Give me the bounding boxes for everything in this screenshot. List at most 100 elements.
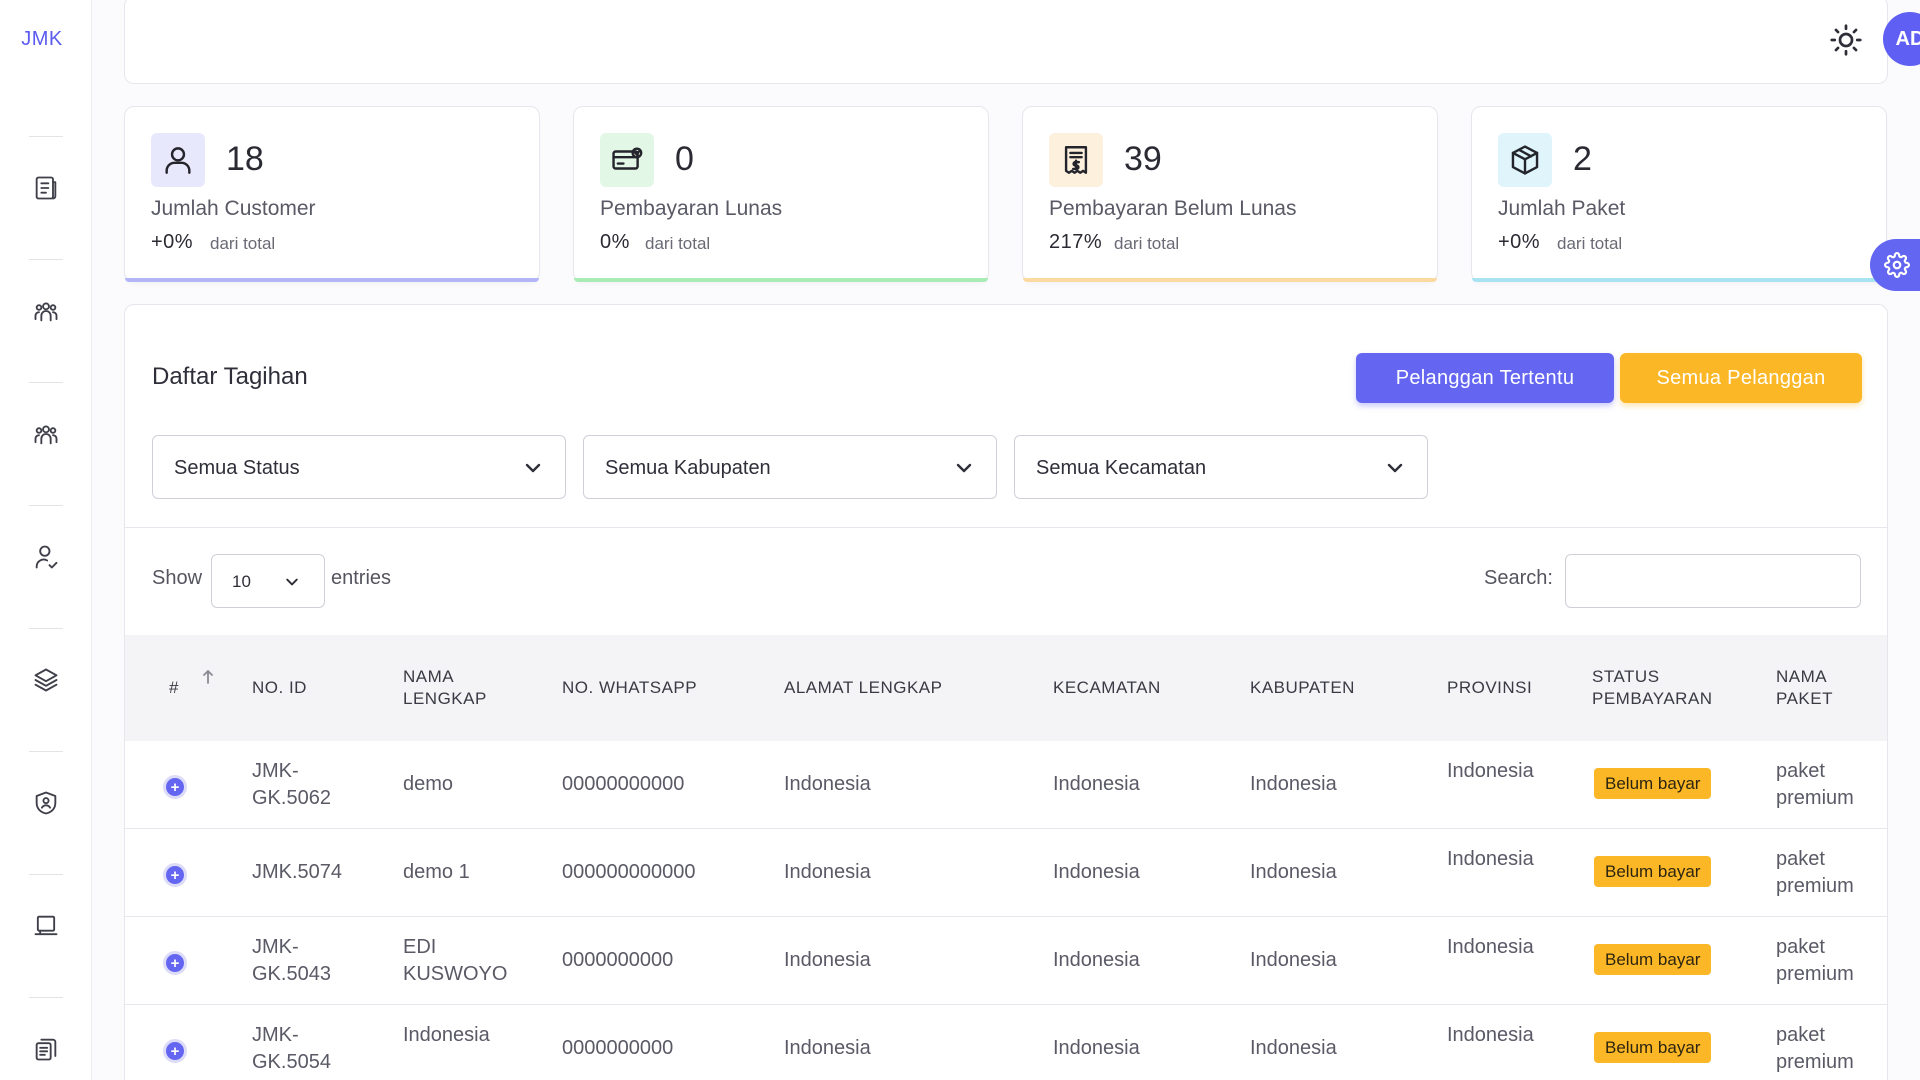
show-label: Show xyxy=(152,567,203,589)
header-package[interactable]: NAMA PAKET xyxy=(1776,666,1833,710)
cell-line: JMK- xyxy=(252,1024,299,1046)
cell-id: JMK.5074 xyxy=(252,861,343,883)
documents-copy-icon[interactable] xyxy=(29,1032,63,1066)
sidebar-divider xyxy=(29,874,63,875)
status-filter-select[interactable]: Semua Status xyxy=(152,435,566,499)
cell-line: JMK- xyxy=(252,760,299,782)
cell-name: Indonesia xyxy=(403,1024,490,1046)
cell-id: JMK- GK.5054 xyxy=(252,1022,331,1076)
cell-line: GK.5062 xyxy=(252,787,331,809)
cell-package: paket premium xyxy=(1776,758,1854,812)
cell-whatsapp: 0000000000 xyxy=(562,949,674,971)
expand-row-icon[interactable]: + xyxy=(163,775,187,799)
user-icon xyxy=(151,133,205,187)
users-group-alt-icon[interactable] xyxy=(29,417,63,451)
expand-row-icon[interactable]: + xyxy=(163,863,187,887)
specific-customer-button[interactable]: Pelanggan Tertentu xyxy=(1356,353,1614,403)
cell-line: KUSWOYO xyxy=(403,963,508,985)
sidebar-divider xyxy=(29,259,63,260)
sun-icon[interactable] xyxy=(1828,22,1864,58)
header-index[interactable]: # xyxy=(169,678,179,697)
status-badge: Belum bayar xyxy=(1594,856,1712,887)
stat-card-unpaid: 39 Pembayaran Belum Lunas 217% dari tota… xyxy=(1022,106,1438,282)
sidebar-divider xyxy=(29,751,63,752)
table-header: # NO. ID NAMA LENGKAP NO. WHATSAPP ALAMA… xyxy=(125,635,1887,741)
app-logo[interactable]: JMK xyxy=(21,28,63,50)
sidebar-divider xyxy=(29,505,63,506)
settings-button[interactable] xyxy=(1870,239,1920,291)
header-status[interactable]: STATUS PEMBAYARAN xyxy=(1592,666,1713,710)
search-input[interactable] xyxy=(1565,554,1861,608)
search-label: Search: xyxy=(1484,567,1553,589)
table-row[interactable]: + JMK- GK.5043 EDI KUSWOYO 0000000000 In… xyxy=(125,917,1887,1005)
stat-subtext: dari total xyxy=(645,234,711,253)
header-line: NAMA xyxy=(403,667,455,686)
expand-row-icon[interactable]: + xyxy=(163,1039,187,1063)
cell-line: paket xyxy=(1776,936,1825,958)
cell-whatsapp: 0000000000 xyxy=(562,1037,674,1059)
cell-provinsi: Indonesia xyxy=(1447,1024,1534,1046)
stat-accent-bar xyxy=(125,278,539,282)
cell-kecamatan: Indonesia xyxy=(1053,773,1140,795)
stat-value: 2 xyxy=(1573,140,1592,178)
cell-kabupaten: Indonesia xyxy=(1250,773,1337,795)
credit-card-icon xyxy=(600,133,654,187)
cell-provinsi: Indonesia xyxy=(1447,848,1534,870)
cell-id: JMK- GK.5062 xyxy=(252,758,331,812)
stat-accent-bar xyxy=(1472,278,1886,282)
stat-value: 39 xyxy=(1124,140,1162,178)
chevron-down-icon xyxy=(286,578,298,586)
stat-subtext: dari total xyxy=(1114,234,1180,253)
header-provinsi[interactable]: PROVINSI xyxy=(1447,678,1533,697)
cell-name: EDI KUSWOYO xyxy=(403,934,507,988)
cell-line: paket xyxy=(1776,848,1825,870)
header-whatsapp[interactable]: NO. WHATSAPP xyxy=(562,678,698,697)
stat-subtext: dari total xyxy=(1557,234,1623,253)
cell-kabupaten: Indonesia xyxy=(1250,949,1337,971)
document-list-icon[interactable] xyxy=(29,171,63,205)
kecamatan-filter-select[interactable]: Semua Kecamatan xyxy=(1014,435,1428,499)
laptop-icon[interactable] xyxy=(29,909,63,943)
select-value: Semua Status xyxy=(174,457,300,479)
user-check-icon[interactable] xyxy=(29,540,63,574)
cell-kabupaten: Indonesia xyxy=(1250,861,1337,883)
all-customers-button[interactable]: Semua Pelanggan xyxy=(1620,353,1862,403)
stat-value: 18 xyxy=(226,140,264,178)
stat-percentage: 0% xyxy=(600,231,630,253)
cell-package: paket premium xyxy=(1776,846,1854,900)
sidebar-divider xyxy=(29,997,63,998)
stat-percentage: +0% xyxy=(151,231,194,253)
cell-name: demo 1 xyxy=(403,861,470,883)
page-length-select[interactable]: 10 xyxy=(211,554,325,608)
cell-line: EDI xyxy=(403,936,437,958)
header-id[interactable]: NO. ID xyxy=(252,678,307,697)
cell-line: JMK- xyxy=(252,936,299,958)
header-name[interactable]: NAMA LENGKAP xyxy=(403,666,487,710)
kabupaten-filter-select[interactable]: Semua Kabupaten xyxy=(583,435,997,499)
cell-kecamatan: Indonesia xyxy=(1053,1037,1140,1059)
gear-icon xyxy=(1884,252,1910,278)
layers-icon[interactable] xyxy=(29,663,63,697)
cell-address: Indonesia xyxy=(784,949,871,971)
page-length-value: 10 xyxy=(232,572,251,591)
receipt-icon xyxy=(1049,133,1103,187)
cell-kabupaten: Indonesia xyxy=(1250,1037,1337,1059)
cell-line: paket xyxy=(1776,760,1825,782)
shield-user-icon[interactable] xyxy=(29,786,63,820)
chevron-down-icon xyxy=(956,463,972,473)
header-kecamatan[interactable]: KECAMATAN xyxy=(1053,678,1161,697)
header-line: LENGKAP xyxy=(403,689,487,708)
cell-line: premium xyxy=(1776,963,1854,985)
table-row[interactable]: + JMK- GK.5054 Indonesia 0000000000 Indo… xyxy=(125,1005,1887,1080)
header-kabupaten[interactable]: KABUPATEN xyxy=(1250,678,1355,697)
divider xyxy=(125,527,1887,528)
table-row[interactable]: + JMK- GK.5062 demo 00000000000 Indonesi… xyxy=(125,741,1887,829)
users-group-icon[interactable] xyxy=(29,294,63,328)
header-address[interactable]: ALAMAT LENGKAP xyxy=(784,678,943,697)
expand-row-icon[interactable]: + xyxy=(163,951,187,975)
table-row[interactable]: + JMK.5074 demo 1 000000000000 Indonesia… xyxy=(125,829,1887,917)
sort-up-icon[interactable] xyxy=(200,669,216,685)
status-badge: Belum bayar xyxy=(1594,944,1712,975)
user-avatar[interactable]: AD xyxy=(1883,12,1920,66)
